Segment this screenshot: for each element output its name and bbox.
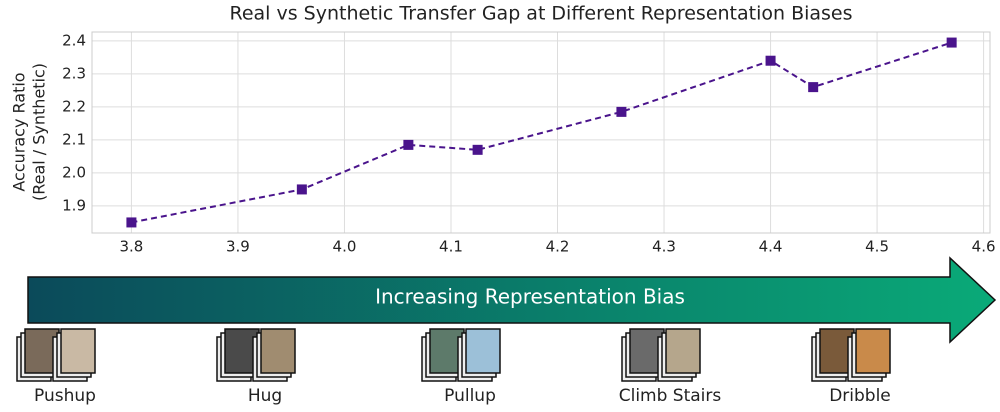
data-point [473, 145, 483, 155]
y-tick-label: 1.9 [62, 196, 86, 214]
thumbnail [61, 329, 95, 373]
figure: Real vs Synthetic Transfer Gap at Differ… [0, 0, 1000, 412]
action-thumbnails [422, 329, 500, 381]
x-tick-label: 3.9 [226, 238, 250, 256]
thumbnail [666, 329, 700, 373]
data-point [616, 107, 626, 117]
y-tick-label: 2.2 [62, 97, 86, 115]
data-point [403, 140, 413, 150]
x-tick-label: 4.5 [865, 238, 889, 256]
data-point [947, 38, 957, 48]
thumbnail [856, 329, 890, 373]
data-point [297, 184, 307, 194]
action-label: Pushup [34, 386, 96, 406]
data-line [131, 43, 951, 223]
y-axis-label: (Real / Synthetic) [30, 63, 49, 201]
action-thumbnails [622, 329, 700, 381]
y-tick-label: 2.4 [62, 31, 86, 49]
y-tick-label: 2.1 [62, 130, 86, 148]
data-point [126, 217, 136, 227]
thumbnail [466, 329, 500, 373]
x-tick-label: 4.0 [333, 238, 357, 256]
y-tick-label: 2.3 [62, 64, 86, 82]
action-thumbnails [17, 329, 95, 381]
y-tick-label: 2.0 [62, 163, 86, 181]
data-point [808, 82, 818, 92]
chart-title: Real vs Synthetic Transfer Gap at Differ… [229, 3, 852, 25]
action-label: Climb Stairs [619, 386, 722, 406]
data-point [766, 56, 776, 66]
action-label: Hug [248, 386, 282, 406]
x-tick-label: 3.8 [119, 238, 143, 256]
action-thumbnails [217, 329, 295, 381]
x-tick-label: 4.3 [652, 238, 676, 256]
y-axis-label: Accuracy Ratio [10, 72, 29, 191]
x-tick-label: 4.2 [546, 238, 570, 256]
x-tick-label: 4.6 [972, 238, 996, 256]
action-thumbnails [812, 329, 890, 381]
x-tick-label: 4.1 [439, 238, 463, 256]
thumbnail [261, 329, 295, 373]
action-label: Dribble [829, 386, 891, 406]
x-tick-label: 4.4 [759, 238, 783, 256]
action-label: Pullup [444, 386, 496, 406]
arrow-label: Increasing Representation Bias [375, 285, 685, 309]
